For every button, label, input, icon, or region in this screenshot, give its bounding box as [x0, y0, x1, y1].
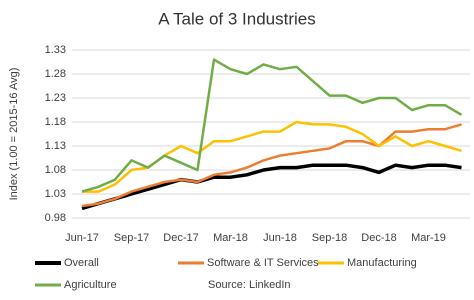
- y-tick-label: 1.18: [45, 116, 66, 128]
- x-tick-label: Dec-17: [163, 232, 198, 244]
- legend-label: Overall: [64, 257, 99, 269]
- y-tick-label: 0.98: [45, 212, 66, 224]
- y-tick-label: 1.28: [45, 68, 66, 80]
- legend-label: Manufacturing: [347, 257, 417, 269]
- x-tick-label: Dec-18: [361, 232, 396, 244]
- series-line: [81, 58, 463, 193]
- y-tick-label: 1.33: [45, 44, 66, 56]
- y-tick-label: 1.13: [45, 140, 66, 152]
- annotation: Source: LinkedIn: [208, 279, 291, 291]
- x-tick-label: Mar-19: [411, 232, 446, 244]
- y-tick-label: 1.03: [45, 188, 66, 200]
- x-tick-label: Sep-18: [312, 232, 347, 244]
- x-tick-label: Jun-18: [263, 232, 297, 244]
- x-tick-label: Sep-17: [114, 232, 149, 244]
- y-tick-label: 1.23: [45, 92, 66, 104]
- series-line: [81, 163, 462, 211]
- x-tick-label: Jun-17: [65, 232, 99, 244]
- chart-title: A Tale of 3 Industries: [158, 9, 316, 28]
- legend-label: Agriculture: [64, 279, 117, 291]
- legend-label: Software & IT Services: [207, 257, 319, 269]
- x-tick-label: Mar-18: [213, 232, 248, 244]
- series-line: [81, 123, 462, 208]
- y-tick-label: 1.08: [45, 164, 66, 176]
- series-line: [82, 120, 462, 193]
- y-axis-label: Index (1.00 = 2015-16 Avg): [8, 68, 20, 201]
